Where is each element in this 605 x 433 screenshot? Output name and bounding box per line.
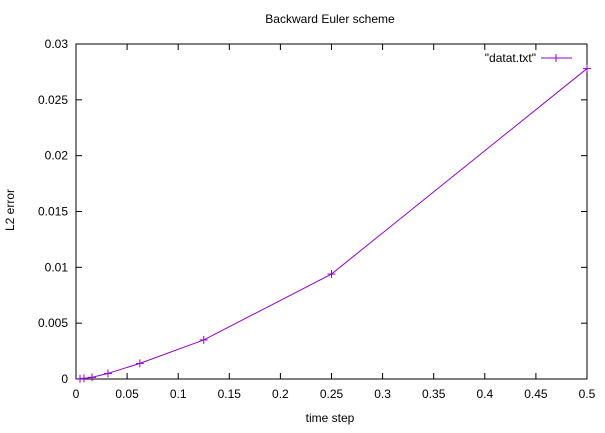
y-axis: 0 0.005 0.01 0.015 0.02 0.025 0.03: [38, 37, 587, 386]
plot-area-frame: [75, 43, 588, 380]
x-tick-label: 0.1: [170, 387, 187, 401]
legend-label: "datat.txt": [485, 51, 536, 65]
x-tick-label: 0: [73, 387, 80, 401]
y-tick-label: 0.025: [38, 93, 68, 107]
x-axis-label: time step: [306, 411, 355, 425]
legend-marker: [552, 54, 560, 62]
legend: "datat.txt": [485, 51, 572, 65]
data-point: [327, 270, 336, 279]
x-tick-label: 0.45: [524, 387, 548, 401]
x-tick-label: 0.4: [476, 387, 493, 401]
x-tick-label: 0.2: [272, 387, 289, 401]
x-tick-label: 0.15: [218, 387, 242, 401]
y-tick-label: 0: [61, 372, 68, 386]
x-tick-label: 0.35: [422, 387, 446, 401]
x-tick-label: 0.3: [374, 387, 391, 401]
series-layer: [75, 64, 591, 383]
y-tick-label: 0.005: [38, 316, 68, 330]
y-tick-label: 0.03: [45, 37, 69, 51]
data-point: [79, 374, 88, 383]
chart-title: Backward Euler scheme: [265, 12, 395, 26]
data-point: [135, 359, 144, 368]
x-tick-label: 0.5: [579, 387, 596, 401]
data-point: [583, 64, 591, 73]
data-point: [87, 373, 96, 382]
series-line: [79, 68, 588, 380]
data-point: [199, 335, 208, 344]
x-tick-label: 0.05: [115, 387, 139, 401]
x-tick-label: 0.25: [320, 387, 344, 401]
y-tick-label: 0.01: [45, 260, 69, 274]
y-axis-label: L2 error: [3, 189, 17, 231]
y-tick-label: 0.015: [38, 205, 68, 219]
y-tick-label: 0.02: [45, 149, 69, 163]
data-point: [103, 369, 112, 378]
x-axis: 0 0.05 0.1 0.15 0.2 0.25 0.3 0.35 0.4 0.45 0.5: [73, 44, 596, 401]
